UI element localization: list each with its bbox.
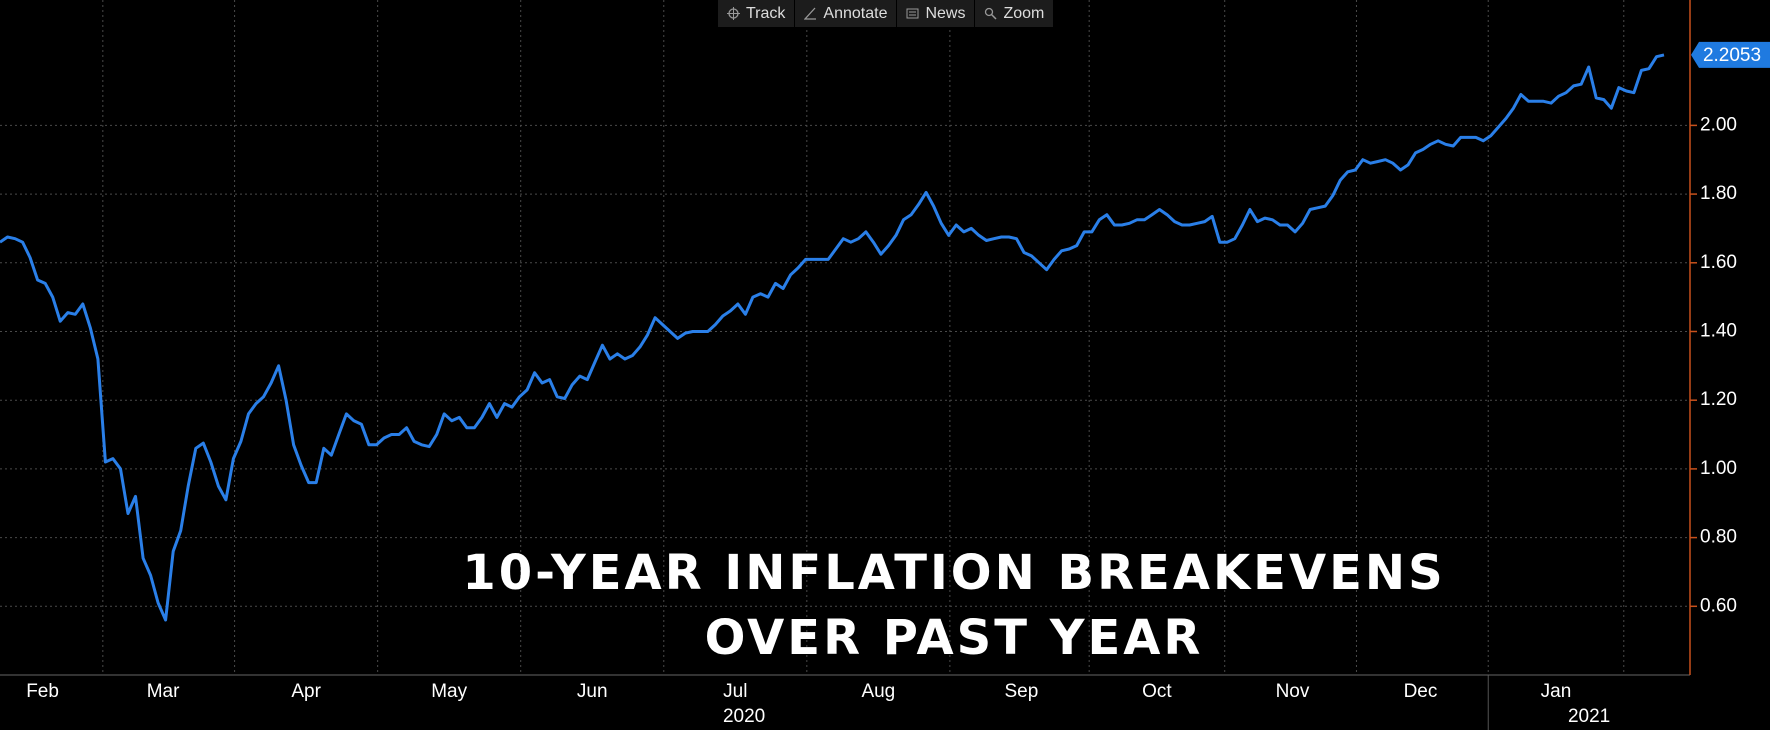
toolbar: Track Annotate News Zoom	[718, 0, 1055, 27]
y-tick-label: 0.80	[1700, 527, 1737, 548]
annotate-icon	[804, 7, 817, 20]
news-button[interactable]: News	[897, 0, 976, 27]
y-tick-label: 2.00	[1700, 114, 1737, 135]
chart-title: OVER PAST YEAR	[705, 610, 1204, 666]
track-icon	[727, 7, 740, 20]
annotate-label: Annotate	[823, 4, 888, 22]
zoom-icon	[985, 7, 998, 20]
y-tick-label: 1.20	[1700, 389, 1737, 410]
x-tick-label: Jun	[577, 681, 608, 702]
year-label: 2021	[1568, 706, 1610, 727]
x-tick-label: Jan	[1541, 681, 1572, 702]
last-value-label: 2.2053	[1703, 45, 1761, 66]
y-tick-label: 1.60	[1700, 252, 1737, 273]
y-tick-label: 1.00	[1700, 458, 1737, 479]
x-tick-label: Mar	[147, 681, 180, 702]
news-label: News	[925, 4, 966, 22]
zoom-label: Zoom	[1003, 4, 1045, 22]
chart-title: 10-YEAR INFLATION BREAKEVENS	[462, 545, 1445, 601]
y-tick-label: 1.40	[1700, 321, 1737, 342]
x-tick-label: Jul	[723, 681, 747, 702]
y-tick-label: 1.80	[1700, 183, 1737, 204]
x-tick-label: May	[431, 681, 467, 702]
last-value-tag	[1691, 41, 1770, 68]
y-tick-label: 0.60	[1700, 595, 1737, 616]
data-line	[0, 53, 1665, 622]
track-label: Track	[746, 4, 786, 22]
annotate-button[interactable]: Annotate	[795, 0, 898, 27]
x-tick-label: Apr	[291, 681, 321, 702]
x-tick-label: Sep	[1005, 681, 1039, 702]
x-tick-label: Dec	[1404, 681, 1438, 702]
zoom-button[interactable]: Zoom	[975, 0, 1055, 27]
x-tick-label: Nov	[1276, 681, 1310, 702]
year-label: 2020	[723, 706, 765, 727]
x-tick-label: Feb	[26, 681, 59, 702]
x-tick-label: Aug	[861, 681, 895, 702]
x-tick-label: Oct	[1142, 681, 1172, 702]
track-button[interactable]: Track	[718, 0, 796, 27]
news-icon	[906, 8, 919, 19]
